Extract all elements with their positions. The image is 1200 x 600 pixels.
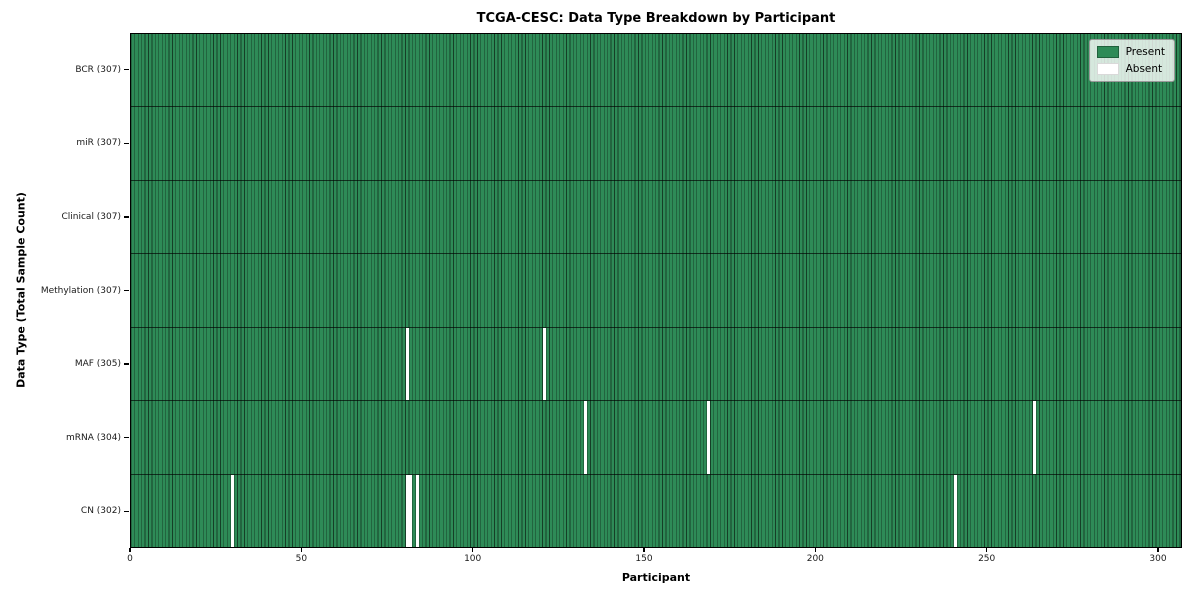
- y-tick-mark: [124, 142, 129, 144]
- y-tick-label-methylation: Methylation (307): [40, 285, 121, 296]
- absent-cell: [707, 401, 711, 474]
- x-tick-label-300: 300: [1149, 554, 1167, 564]
- absent-cell: [542, 327, 546, 401]
- y-tick-label-clinical: Clinical (307): [61, 211, 121, 222]
- heatmap-row-clinical: [131, 179, 1181, 254]
- legend-label-present: Present: [1125, 46, 1165, 58]
- y-tick-label-mrna: mRNA (304): [66, 432, 121, 443]
- x-tick-label-250: 250: [978, 554, 996, 564]
- y-tick-label-mir: miR (307): [76, 138, 121, 149]
- y-tick-mark: [124, 289, 129, 292]
- plot-area: Present Absent: [130, 33, 1182, 548]
- y-tick-label-bcr: BCR (307): [75, 64, 121, 75]
- chart-title: TCGA-CESC: Data Type Breakdown by Partic…: [476, 11, 836, 26]
- x-tick-mark: [129, 548, 131, 552]
- legend-swatch-present: [1096, 46, 1119, 58]
- legend-swatch-absent: [1096, 63, 1119, 75]
- heatmap-row-mir: [131, 106, 1181, 180]
- x-axis-label: Participant: [621, 571, 691, 584]
- heatmap-row-mrna: [131, 400, 1181, 474]
- x-tick-mark: [1157, 548, 1159, 552]
- y-tick-mark: [124, 216, 129, 218]
- absent-cell: [584, 401, 587, 474]
- absent-cell: [405, 474, 409, 547]
- absent-cell: [409, 474, 412, 547]
- heatmap-row-maf: [131, 326, 1181, 401]
- y-tick-mark: [124, 437, 129, 439]
- x-tick-mark: [986, 548, 988, 552]
- heatmap-row-methylation: [131, 253, 1181, 327]
- absent-cell: [954, 474, 957, 547]
- x-tick-mark: [300, 548, 302, 552]
- x-tick-mark: [643, 548, 645, 552]
- absent-cell: [231, 474, 234, 547]
- heatmap-row-bcr: [131, 34, 1181, 107]
- y-tick-mark: [124, 363, 129, 365]
- legend-label-absent: Absent: [1125, 63, 1163, 75]
- x-tick-label-50: 50: [295, 554, 308, 564]
- x-tick-label-150: 150: [635, 554, 653, 564]
- legend-item-absent: Absent: [1096, 63, 1165, 75]
- x-tick-label-100: 100: [464, 554, 482, 564]
- y-tick-mark: [124, 510, 129, 512]
- legend-item-present: Present: [1096, 46, 1165, 58]
- absent-cell: [1032, 401, 1036, 474]
- absent-cell: [416, 474, 419, 547]
- x-tick-mark: [814, 548, 816, 552]
- y-tick-label-cn: CN (302): [80, 506, 121, 517]
- x-tick-mark: [472, 548, 474, 552]
- legend: Present Absent: [1088, 39, 1175, 82]
- x-tick-label-200: 200: [806, 554, 824, 564]
- y-tick-label-maf: MAF (305): [74, 359, 121, 370]
- absent-cell: [405, 327, 409, 401]
- y-tick-mark: [124, 69, 129, 71]
- heatmap-row-cn: [131, 473, 1181, 547]
- x-tick-label-0: 0: [127, 554, 133, 564]
